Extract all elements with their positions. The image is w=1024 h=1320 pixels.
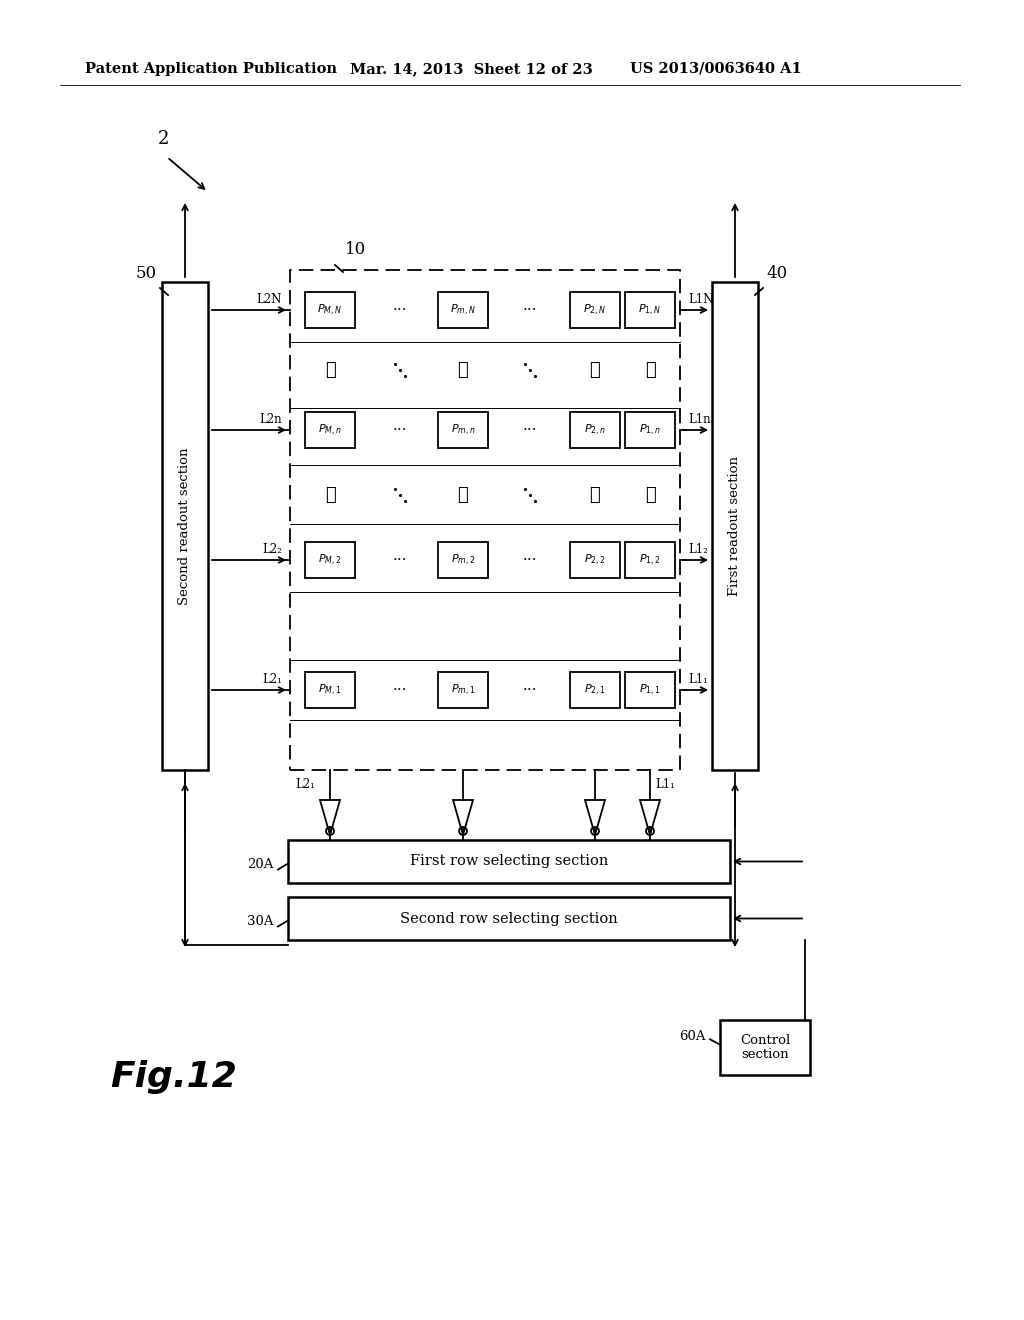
Text: $P_{M,N}$: $P_{M,N}$ bbox=[317, 302, 342, 318]
Bar bbox=[305, 292, 355, 327]
Text: 2: 2 bbox=[158, 129, 169, 148]
Text: First readout section: First readout section bbox=[728, 455, 741, 597]
Bar bbox=[625, 292, 675, 327]
Text: 40: 40 bbox=[766, 265, 787, 282]
Text: L1₁: L1₁ bbox=[655, 779, 675, 792]
Text: ···: ··· bbox=[392, 304, 408, 317]
Text: L1₂: L1₂ bbox=[688, 543, 708, 556]
Text: L2₂: L2₂ bbox=[262, 543, 282, 556]
Text: ⋮: ⋮ bbox=[325, 360, 336, 379]
Bar bbox=[438, 292, 488, 327]
Bar bbox=[305, 412, 355, 447]
Bar bbox=[570, 672, 620, 708]
Text: 20A: 20A bbox=[248, 858, 274, 871]
Text: L2N: L2N bbox=[257, 293, 282, 306]
Text: $P_{2,n}$: $P_{2,n}$ bbox=[584, 422, 606, 437]
Text: $P_{1,n}$: $P_{1,n}$ bbox=[639, 422, 662, 437]
Text: $P_{m,2}$: $P_{m,2}$ bbox=[451, 553, 475, 568]
Text: ⋮: ⋮ bbox=[458, 360, 468, 379]
Text: ···: ··· bbox=[522, 422, 538, 437]
Bar bbox=[570, 292, 620, 327]
Text: Control
section: Control section bbox=[740, 1034, 791, 1061]
Text: US 2013/0063640 A1: US 2013/0063640 A1 bbox=[630, 62, 802, 77]
Bar bbox=[438, 672, 488, 708]
Bar bbox=[625, 412, 675, 447]
Text: $P_{M,2}$: $P_{M,2}$ bbox=[318, 553, 342, 568]
Text: Second readout section: Second readout section bbox=[178, 447, 191, 605]
Text: First row selecting section: First row selecting section bbox=[410, 854, 608, 869]
Text: ···: ··· bbox=[392, 553, 408, 568]
Text: $P_{2,1}$: $P_{2,1}$ bbox=[584, 682, 606, 697]
Text: $P_{m,N}$: $P_{m,N}$ bbox=[451, 302, 476, 318]
Text: $P_{M,1}$: $P_{M,1}$ bbox=[318, 682, 342, 697]
Text: $P_{1,1}$: $P_{1,1}$ bbox=[639, 682, 660, 697]
Bar bbox=[162, 282, 208, 770]
Text: 50: 50 bbox=[136, 265, 157, 282]
Text: $P_{m,1}$: $P_{m,1}$ bbox=[451, 682, 475, 697]
Bar bbox=[720, 1020, 810, 1074]
Text: Patent Application Publication: Patent Application Publication bbox=[85, 62, 337, 77]
Bar bbox=[712, 282, 758, 770]
Text: Second row selecting section: Second row selecting section bbox=[400, 912, 617, 925]
Text: L2n: L2n bbox=[259, 413, 282, 426]
Text: ⋮: ⋮ bbox=[325, 486, 336, 504]
Text: $P_{m,n}$: $P_{m,n}$ bbox=[451, 422, 475, 437]
Text: $P_{M,n}$: $P_{M,n}$ bbox=[318, 422, 342, 437]
Bar bbox=[625, 543, 675, 578]
Text: L1N: L1N bbox=[688, 293, 714, 306]
Text: 10: 10 bbox=[345, 242, 367, 257]
Text: $P_{2,N}$: $P_{2,N}$ bbox=[584, 302, 606, 318]
Text: L2₁: L2₁ bbox=[262, 673, 282, 686]
Bar bbox=[288, 898, 730, 940]
Text: L1₁: L1₁ bbox=[688, 673, 708, 686]
Bar bbox=[438, 412, 488, 447]
Text: ⋮: ⋮ bbox=[590, 486, 600, 504]
Bar bbox=[438, 543, 488, 578]
Bar bbox=[290, 271, 680, 770]
Text: ⋮: ⋮ bbox=[645, 486, 655, 504]
Text: ⋮: ⋮ bbox=[590, 360, 600, 379]
Bar bbox=[625, 672, 675, 708]
Bar bbox=[570, 543, 620, 578]
Text: Fig.12: Fig.12 bbox=[110, 1060, 237, 1094]
Text: $P_{1,N}$: $P_{1,N}$ bbox=[638, 302, 662, 318]
Bar bbox=[305, 672, 355, 708]
Text: 60A: 60A bbox=[680, 1030, 706, 1043]
Text: ···: ··· bbox=[392, 422, 408, 437]
Text: ⋮: ⋮ bbox=[645, 360, 655, 379]
Text: $P_{2,2}$: $P_{2,2}$ bbox=[584, 553, 606, 568]
Text: L2₁: L2₁ bbox=[295, 779, 314, 792]
Text: ···: ··· bbox=[522, 682, 538, 697]
Text: ···: ··· bbox=[522, 553, 538, 568]
Text: L1n: L1n bbox=[688, 413, 711, 426]
Text: 30A: 30A bbox=[248, 915, 274, 928]
Bar bbox=[288, 840, 730, 883]
Bar bbox=[570, 412, 620, 447]
Text: ⋮: ⋮ bbox=[458, 486, 468, 504]
Bar bbox=[305, 543, 355, 578]
Text: ···: ··· bbox=[522, 304, 538, 317]
Text: ···: ··· bbox=[392, 682, 408, 697]
Text: $P_{1,2}$: $P_{1,2}$ bbox=[639, 553, 660, 568]
Text: Mar. 14, 2013  Sheet 12 of 23: Mar. 14, 2013 Sheet 12 of 23 bbox=[350, 62, 593, 77]
